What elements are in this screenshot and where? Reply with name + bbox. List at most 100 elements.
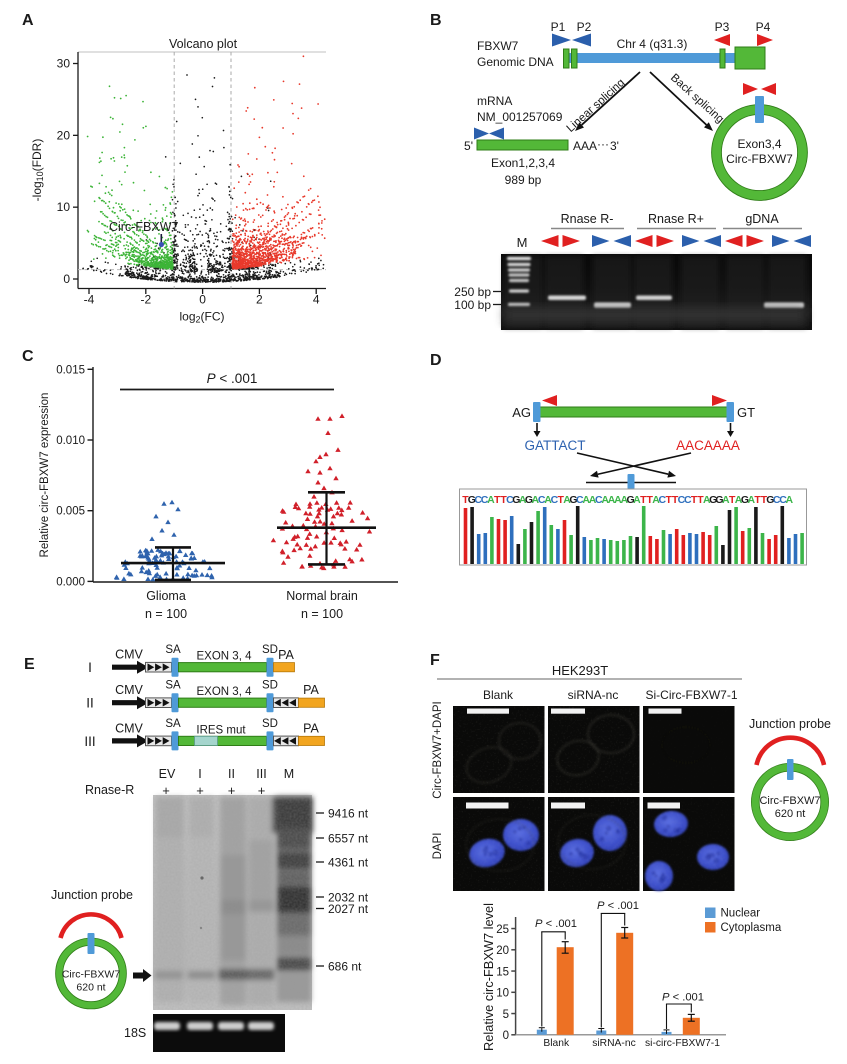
- svg-text:si-circ-FBXW7-1: si-circ-FBXW7-1: [645, 1038, 720, 1049]
- svg-text:G: G: [569, 494, 577, 506]
- svg-text:Junction probe: Junction probe: [51, 888, 133, 902]
- svg-text:A: A: [519, 494, 527, 506]
- svg-text:+: +: [258, 783, 266, 798]
- svg-text:T: T: [494, 494, 501, 506]
- svg-text:G: G: [512, 494, 520, 506]
- svg-text:T: T: [729, 494, 736, 506]
- svg-text:20: 20: [57, 128, 71, 142]
- svg-text:10: 10: [57, 200, 71, 214]
- svg-text:C: C: [659, 494, 667, 506]
- svg-text:-4: -4: [84, 293, 95, 307]
- svg-text:···: ···: [597, 137, 609, 151]
- svg-text:Rnase R-: Rnase R-: [561, 212, 614, 226]
- svg-text:15: 15: [496, 966, 509, 978]
- svg-text:Normal brain: Normal brain: [286, 589, 358, 603]
- svg-text:siRNA-nc: siRNA-nc: [592, 1038, 635, 1049]
- svg-text:+: +: [196, 783, 204, 798]
- svg-text:4361 nt: 4361 nt: [328, 856, 369, 870]
- svg-text:T: T: [672, 494, 679, 506]
- svg-text:AG: AG: [512, 405, 531, 420]
- svg-text:A: A: [652, 494, 660, 506]
- svg-text:C: C: [595, 494, 603, 506]
- svg-text:NM_001257069: NM_001257069: [477, 110, 563, 124]
- svg-text:T: T: [691, 494, 698, 506]
- svg-text:A: A: [703, 494, 711, 506]
- svg-text:T: T: [761, 494, 768, 506]
- svg-text:P < .001: P < .001: [662, 992, 704, 1004]
- svg-text:I: I: [198, 767, 201, 781]
- svg-text:M: M: [284, 767, 294, 781]
- svg-text:siRNA-nc: siRNA-nc: [568, 688, 619, 702]
- svg-text:E: E: [24, 656, 35, 673]
- svg-text:mRNA: mRNA: [477, 94, 512, 108]
- svg-text:Circ-FBXW7+DAPI: Circ-FBXW7+DAPI: [432, 701, 444, 798]
- svg-text:A: A: [487, 494, 495, 506]
- svg-text:EXON 3, 4: EXON 3, 4: [197, 651, 253, 663]
- svg-text:IRES mut: IRES mut: [196, 724, 246, 736]
- svg-text:HEK293T: HEK293T: [552, 663, 608, 678]
- svg-text:C: C: [481, 494, 489, 506]
- svg-text:C: C: [779, 494, 787, 506]
- svg-text:G: G: [709, 494, 717, 506]
- svg-text:686 nt: 686 nt: [328, 960, 362, 974]
- svg-text:2032 nt: 2032 nt: [328, 891, 369, 905]
- svg-text:P2: P2: [577, 20, 592, 34]
- svg-text:G: G: [715, 494, 723, 506]
- svg-text:Exon3,4: Exon3,4: [737, 137, 781, 151]
- svg-text:FBXW7: FBXW7: [477, 39, 519, 53]
- svg-text:C: C: [551, 494, 559, 506]
- svg-text:P4: P4: [756, 20, 771, 34]
- svg-text:Rnase-R: Rnase-R: [85, 783, 134, 797]
- svg-text:CMV: CMV: [115, 683, 143, 697]
- svg-text:30: 30: [57, 57, 71, 71]
- svg-text:Circ-FBXW7: Circ-FBXW7: [726, 152, 793, 166]
- svg-text:Circ-FBXW7: Circ-FBXW7: [759, 795, 820, 807]
- svg-text:A: A: [633, 494, 641, 506]
- svg-text:C: C: [22, 348, 34, 365]
- svg-text:A: A: [614, 494, 622, 506]
- svg-text:n = 100: n = 100: [145, 607, 187, 621]
- svg-text:GT: GT: [737, 405, 755, 420]
- svg-text:5: 5: [503, 1009, 509, 1021]
- svg-text:0.005: 0.005: [56, 506, 85, 518]
- svg-text:0.015: 0.015: [56, 364, 85, 376]
- svg-text:C: C: [678, 494, 686, 506]
- svg-text:+: +: [228, 783, 236, 798]
- svg-text:0.000: 0.000: [56, 576, 85, 588]
- svg-text:A: A: [786, 494, 794, 506]
- svg-text:-2: -2: [140, 293, 151, 307]
- svg-text:5': 5': [464, 139, 473, 153]
- svg-text:A: A: [544, 494, 552, 506]
- svg-text:620 nt: 620 nt: [76, 982, 105, 994]
- svg-text:gDNA: gDNA: [745, 212, 779, 226]
- svg-text:AACAAAA: AACAAAA: [676, 438, 740, 453]
- svg-text:0: 0: [503, 1030, 509, 1042]
- svg-text:Nuclear: Nuclear: [721, 908, 761, 920]
- svg-text:Rnase R+: Rnase R+: [648, 212, 704, 226]
- svg-text:D: D: [430, 352, 442, 369]
- svg-text:EV: EV: [159, 767, 176, 781]
- svg-text:n = 100: n = 100: [301, 607, 343, 621]
- svg-text:4: 4: [313, 293, 320, 307]
- svg-text:A: A: [601, 494, 609, 506]
- svg-text:CMV: CMV: [115, 648, 143, 662]
- svg-text:T: T: [697, 494, 704, 506]
- svg-text:F: F: [430, 652, 440, 669]
- svg-text:T: T: [558, 494, 565, 506]
- svg-text:+: +: [162, 783, 170, 798]
- svg-text:A: A: [582, 494, 590, 506]
- svg-text:log2(FC): log2(FC): [179, 310, 224, 325]
- svg-text:T: T: [646, 494, 653, 506]
- svg-text:II: II: [86, 696, 94, 711]
- svg-text:SD: SD: [262, 644, 278, 656]
- svg-text:SA: SA: [165, 680, 181, 692]
- svg-text:2: 2: [256, 293, 263, 307]
- svg-text:C: C: [684, 494, 692, 506]
- svg-text:A: A: [722, 494, 730, 506]
- svg-text:0: 0: [199, 293, 206, 307]
- svg-text:SD: SD: [262, 718, 278, 730]
- svg-text:G: G: [766, 494, 774, 506]
- svg-text:Blank: Blank: [543, 1038, 570, 1049]
- svg-text:620 nt: 620 nt: [775, 808, 806, 820]
- svg-text:Volcano plot: Volcano plot: [169, 37, 238, 51]
